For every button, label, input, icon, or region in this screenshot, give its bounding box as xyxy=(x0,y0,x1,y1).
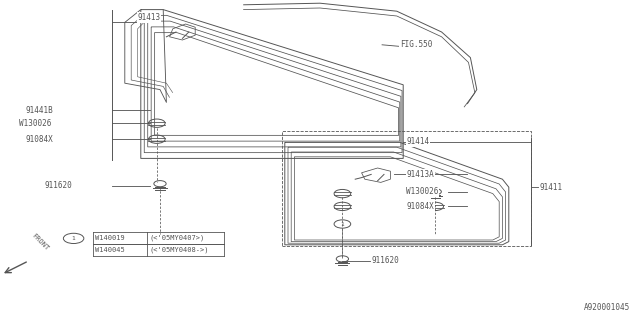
Text: FIG.550: FIG.550 xyxy=(400,40,433,49)
Text: A920001045: A920001045 xyxy=(584,303,630,312)
Text: W130026: W130026 xyxy=(406,188,439,196)
Text: 91084X: 91084X xyxy=(406,202,434,211)
Text: 91413A: 91413A xyxy=(406,170,434,179)
Text: 91413: 91413 xyxy=(138,13,161,22)
Text: 91441B: 91441B xyxy=(26,106,53,115)
Text: (<'05MY0408->): (<'05MY0408->) xyxy=(150,247,209,253)
Text: 91414: 91414 xyxy=(406,137,429,146)
Text: 91411: 91411 xyxy=(540,183,563,192)
Text: 91084X: 91084X xyxy=(26,135,53,144)
Text: W140045: W140045 xyxy=(95,247,125,253)
Text: W140019: W140019 xyxy=(95,235,125,241)
Text: 1: 1 xyxy=(72,236,76,241)
Text: 911620: 911620 xyxy=(45,181,72,190)
Text: 1: 1 xyxy=(340,221,344,227)
Text: W130026: W130026 xyxy=(19,119,52,128)
Text: 911620: 911620 xyxy=(372,256,399,265)
Text: FRONT: FRONT xyxy=(30,233,49,252)
Text: (<'05MY0407>): (<'05MY0407>) xyxy=(150,235,205,241)
